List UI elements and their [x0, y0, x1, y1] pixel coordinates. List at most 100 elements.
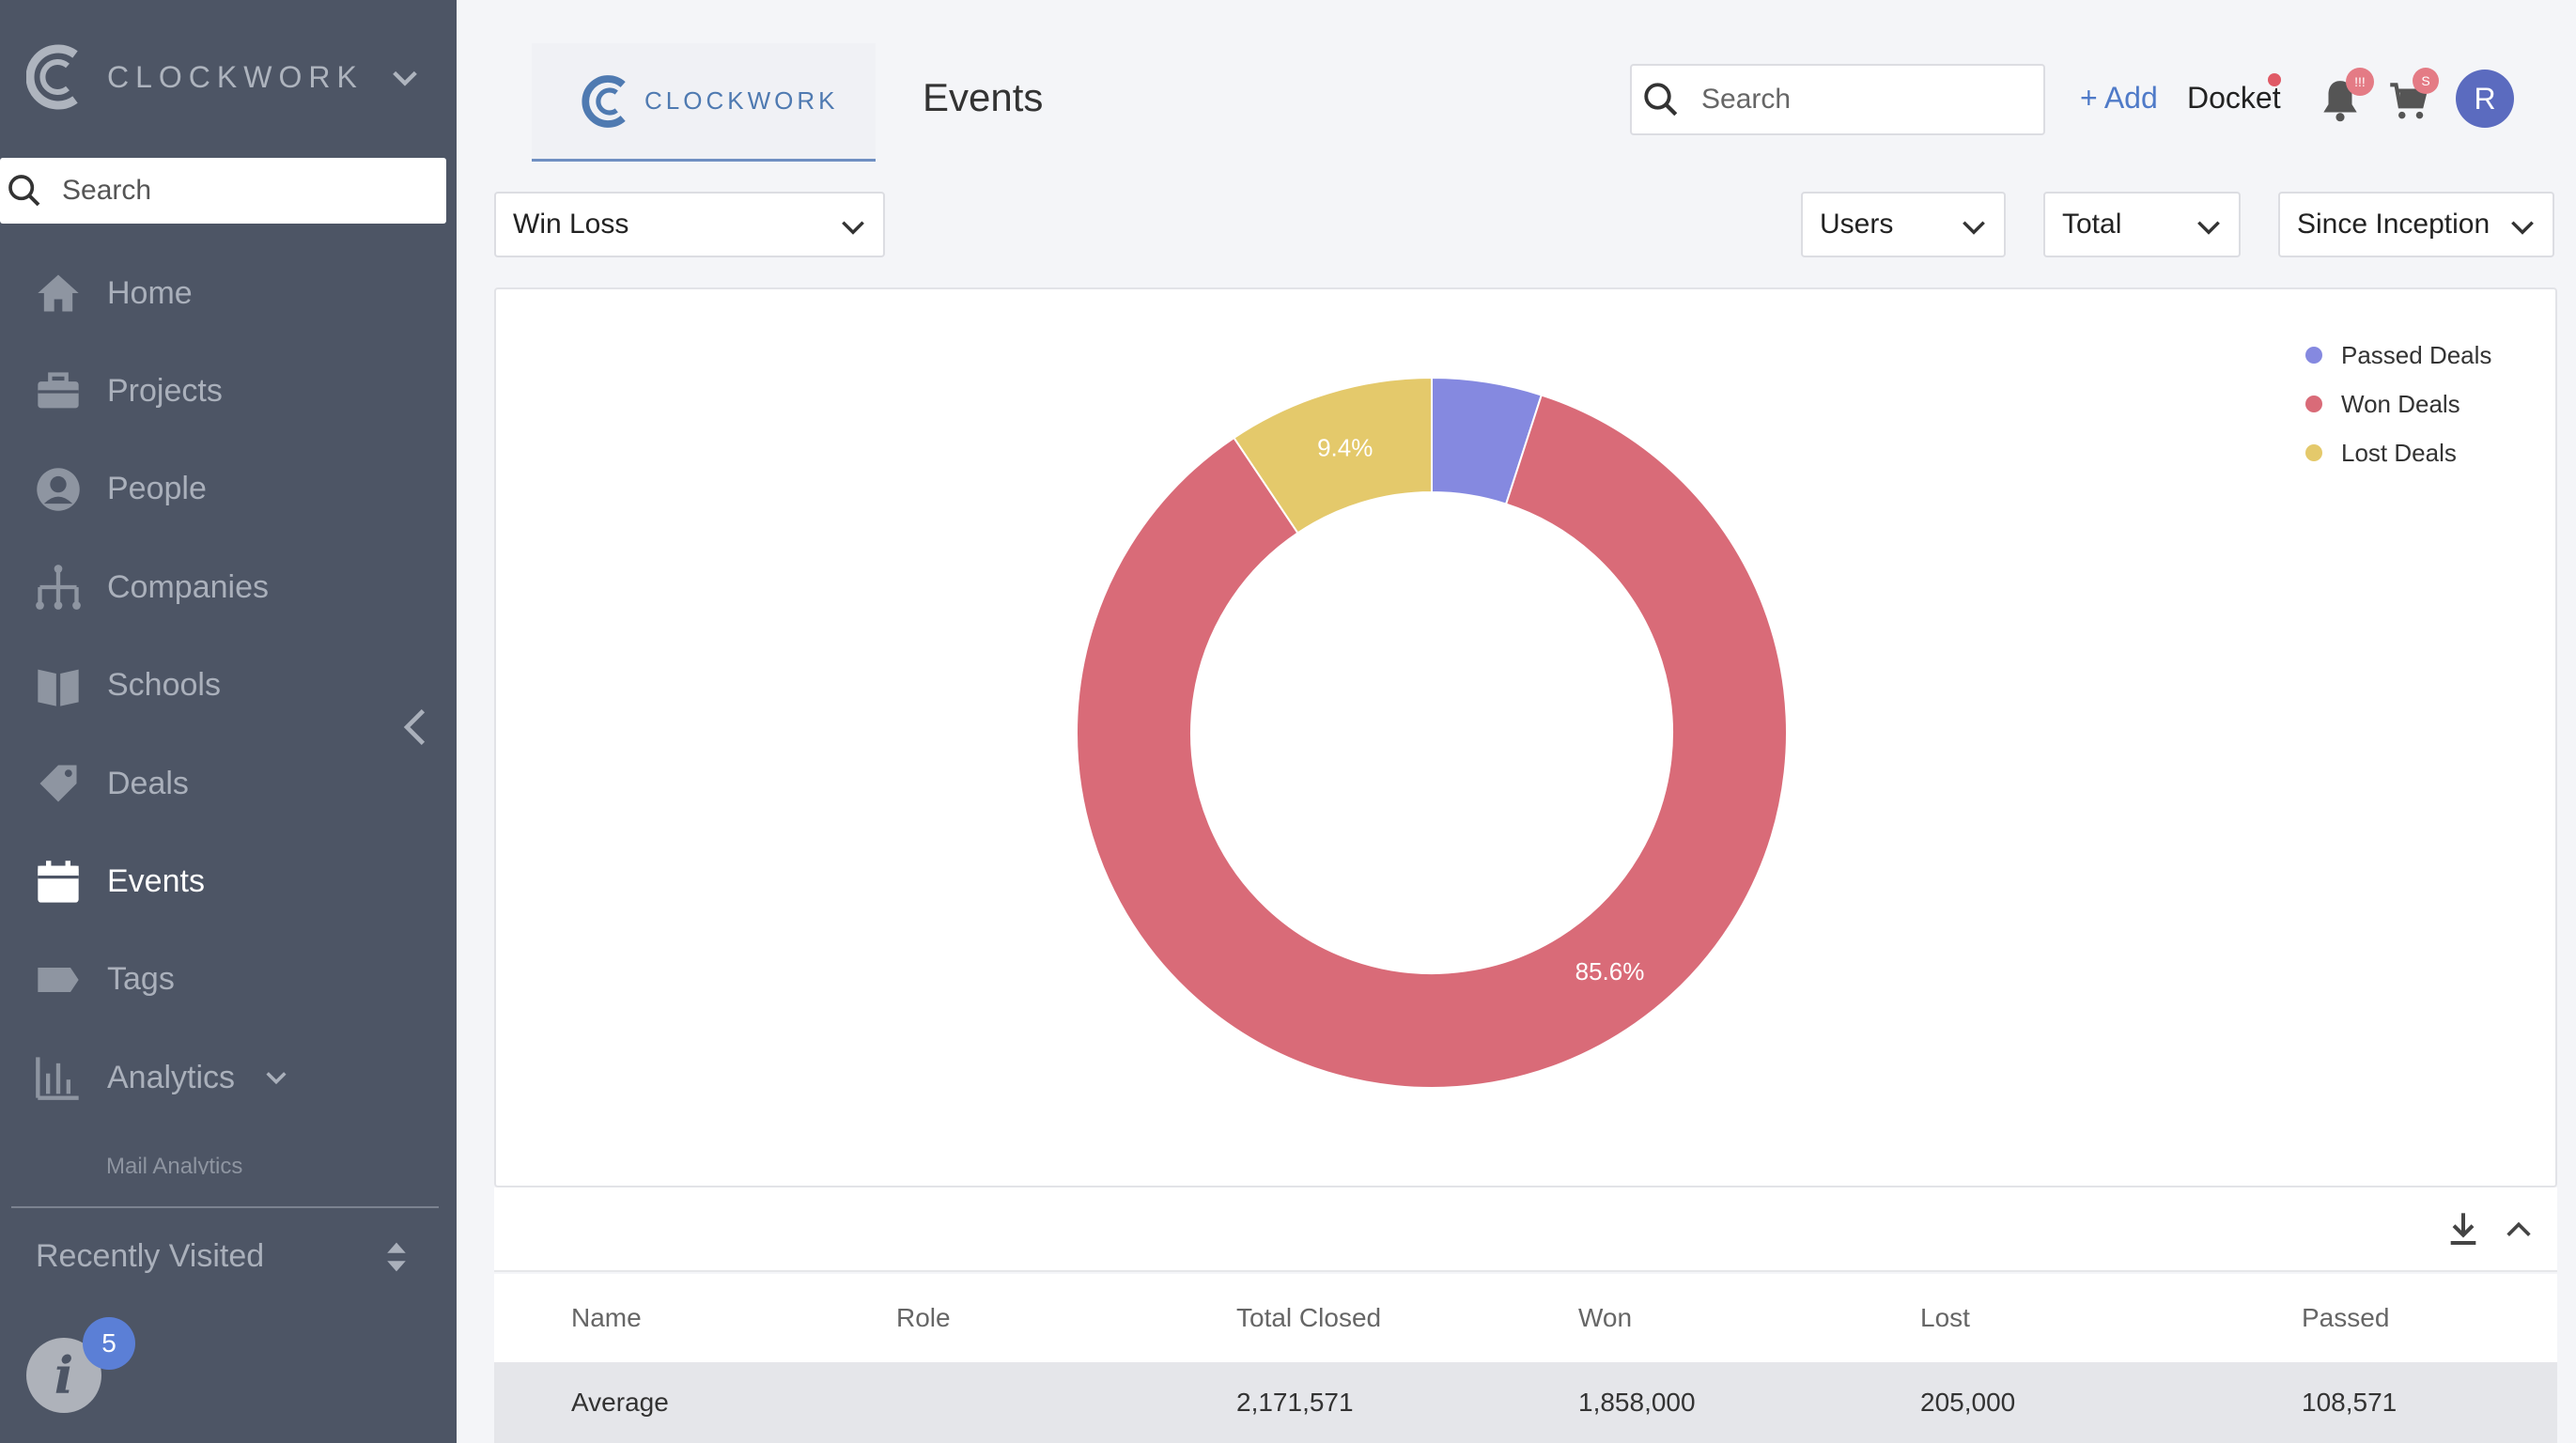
sidebar-subitem-mail-analytics[interactable]: Mail Analytics [106, 1154, 243, 1174]
legend-item-won[interactable]: Won Deals [2305, 380, 2491, 428]
header-logo-tab[interactable]: CLOCKWORK [532, 43, 876, 162]
legend-item-passed[interactable]: Passed Deals [2305, 331, 2491, 380]
info-badge: 5 [83, 1317, 135, 1370]
sidebar-divider [11, 1206, 439, 1208]
sidebar-item-label: People [107, 471, 207, 507]
column-header-lost[interactable]: Lost [1920, 1303, 1970, 1332]
calendar-icon [38, 860, 79, 903]
sidebar-item-label: Deals [107, 765, 189, 801]
sidebar-item-analytics[interactable]: Analytics [0, 1029, 457, 1126]
search-icon [8, 175, 40, 207]
avatar[interactable]: R [2456, 70, 2514, 128]
cart-badge: S [2413, 68, 2439, 94]
chevron-down-icon [2197, 221, 2220, 235]
report-type-select[interactable]: Win Loss [494, 192, 885, 257]
report-type-value: Win Loss [513, 209, 629, 240]
search-input[interactable]: Search [1630, 64, 2045, 135]
collapse-sidebar-icon[interactable] [398, 706, 430, 748]
chart-legend: Passed Deals Won Deals Lost Deals [2305, 331, 2491, 477]
sidebar-item-home[interactable]: Home [0, 244, 457, 342]
donut-chart: 85.6% 9.4% [1076, 376, 1788, 1089]
column-header-total-closed[interactable]: Total Closed [1236, 1303, 1382, 1332]
clockwork-logo-icon [582, 74, 626, 128]
recently-visited-label[interactable]: Recently Visited [36, 1238, 265, 1274]
column-header-passed[interactable]: Passed [2302, 1303, 2390, 1332]
chevron-up-icon[interactable] [2503, 1214, 2535, 1246]
sort-arrows-icon[interactable] [383, 1238, 410, 1276]
total-select[interactable]: Total [2043, 192, 2241, 257]
column-header-name[interactable]: Name [571, 1303, 642, 1332]
docket-indicator-dot [2268, 73, 2281, 86]
add-button[interactable]: + Add [2080, 81, 2158, 115]
table-header: Name Role Total Closed Won Lost Passed [494, 1274, 2557, 1362]
chevron-down-icon [1963, 221, 1985, 235]
brand-switcher[interactable]: CLOCKWORK [26, 39, 430, 115]
sidebar-item-label: Schools [107, 667, 221, 704]
legend-item-lost[interactable]: Lost Deals [2305, 428, 2491, 477]
cell-passed: 108,571 [2302, 1388, 2398, 1417]
person-icon [37, 468, 80, 511]
period-select[interactable]: Since Inception [2278, 192, 2554, 257]
sidebar-item-schools[interactable]: Schools [0, 637, 457, 735]
chevron-down-icon[interactable] [389, 62, 421, 94]
sidebar-item-label: Projects [107, 373, 223, 410]
users-select[interactable]: Users [1801, 192, 2006, 257]
docket-link[interactable]: Docket [2187, 81, 2281, 115]
cell-name: Average [571, 1388, 669, 1417]
notification-badge: !!! [2346, 68, 2374, 96]
clockwork-logo-icon [26, 44, 78, 110]
search-icon [1644, 83, 1678, 116]
donut-label-lost-deals: 9.4% [1317, 434, 1373, 462]
chevron-down-icon [842, 221, 864, 235]
sidebar-nav: Home Projects People Companies Schools D… [0, 244, 457, 1127]
sidebar-search-placeholder: Search [62, 175, 152, 206]
label-icon [38, 967, 79, 992]
book-icon [38, 669, 79, 706]
period-value: Since Inception [2297, 209, 2491, 240]
legend-label: Passed Deals [2341, 340, 2492, 369]
tag-icon [39, 765, 77, 802]
header-logo-text: CLOCKWORK [644, 86, 839, 115]
sidebar-item-events[interactable]: Events [0, 832, 457, 930]
org-chart-icon [36, 565, 81, 611]
cell-lost: 205,000 [1920, 1388, 2016, 1417]
legend-dot [2305, 396, 2322, 412]
sidebar-item-label: Events [107, 863, 205, 900]
sidebar-item-label: Companies [107, 568, 269, 605]
legend-label: Won Deals [2341, 389, 2460, 418]
info-icon: i [54, 1345, 74, 1405]
chart-card: 85.6% 9.4% [494, 287, 2557, 1187]
sidebar-item-companies[interactable]: Companies [0, 538, 457, 636]
sidebar: CLOCKWORK Search Home Projects People Co… [0, 0, 457, 1443]
sidebar-item-tags[interactable]: Tags [0, 931, 457, 1029]
column-header-won[interactable]: Won [1578, 1303, 1633, 1332]
sidebar-item-deals[interactable]: Deals [0, 735, 457, 832]
bar-chart-icon [36, 1057, 79, 1101]
sidebar-item-people[interactable]: People [0, 441, 457, 538]
cell-won: 1,858,000 [1578, 1388, 1696, 1417]
table-toolbar [494, 1187, 2557, 1272]
legend-dot [2305, 347, 2322, 364]
download-icon[interactable] [2444, 1208, 2482, 1249]
chevron-down-icon[interactable] [263, 1064, 289, 1091]
table-row[interactable]: Average 2,171,571 1,858,000 205,000 108,… [494, 1362, 2557, 1443]
cell-total-closed: 2,171,571 [1236, 1388, 1354, 1417]
sidebar-item-projects[interactable]: Projects [0, 342, 457, 440]
page-title: Events [923, 75, 1044, 119]
column-header-role[interactable]: Role [896, 1303, 951, 1332]
search-placeholder: Search [1701, 84, 1792, 115]
total-value: Total [2062, 209, 2122, 240]
users-value: Users [1820, 209, 1894, 240]
donut-slice-lost-deals[interactable] [1233, 376, 1433, 535]
donut-slice-won-deals[interactable] [1076, 394, 1788, 1089]
sidebar-item-label: Analytics [107, 1059, 236, 1095]
sidebar-item-label: Home [107, 274, 193, 311]
legend-dot [2305, 444, 2322, 461]
chevron-down-icon [2511, 221, 2534, 235]
home-icon [38, 274, 79, 312]
donut-label-won-deals: 85.6% [1575, 957, 1645, 985]
brand-name: CLOCKWORK [107, 59, 364, 94]
legend-label: Lost Deals [2341, 438, 2457, 467]
sidebar-search-input[interactable]: Search [0, 158, 446, 224]
sidebar-item-label: Tags [107, 961, 175, 998]
